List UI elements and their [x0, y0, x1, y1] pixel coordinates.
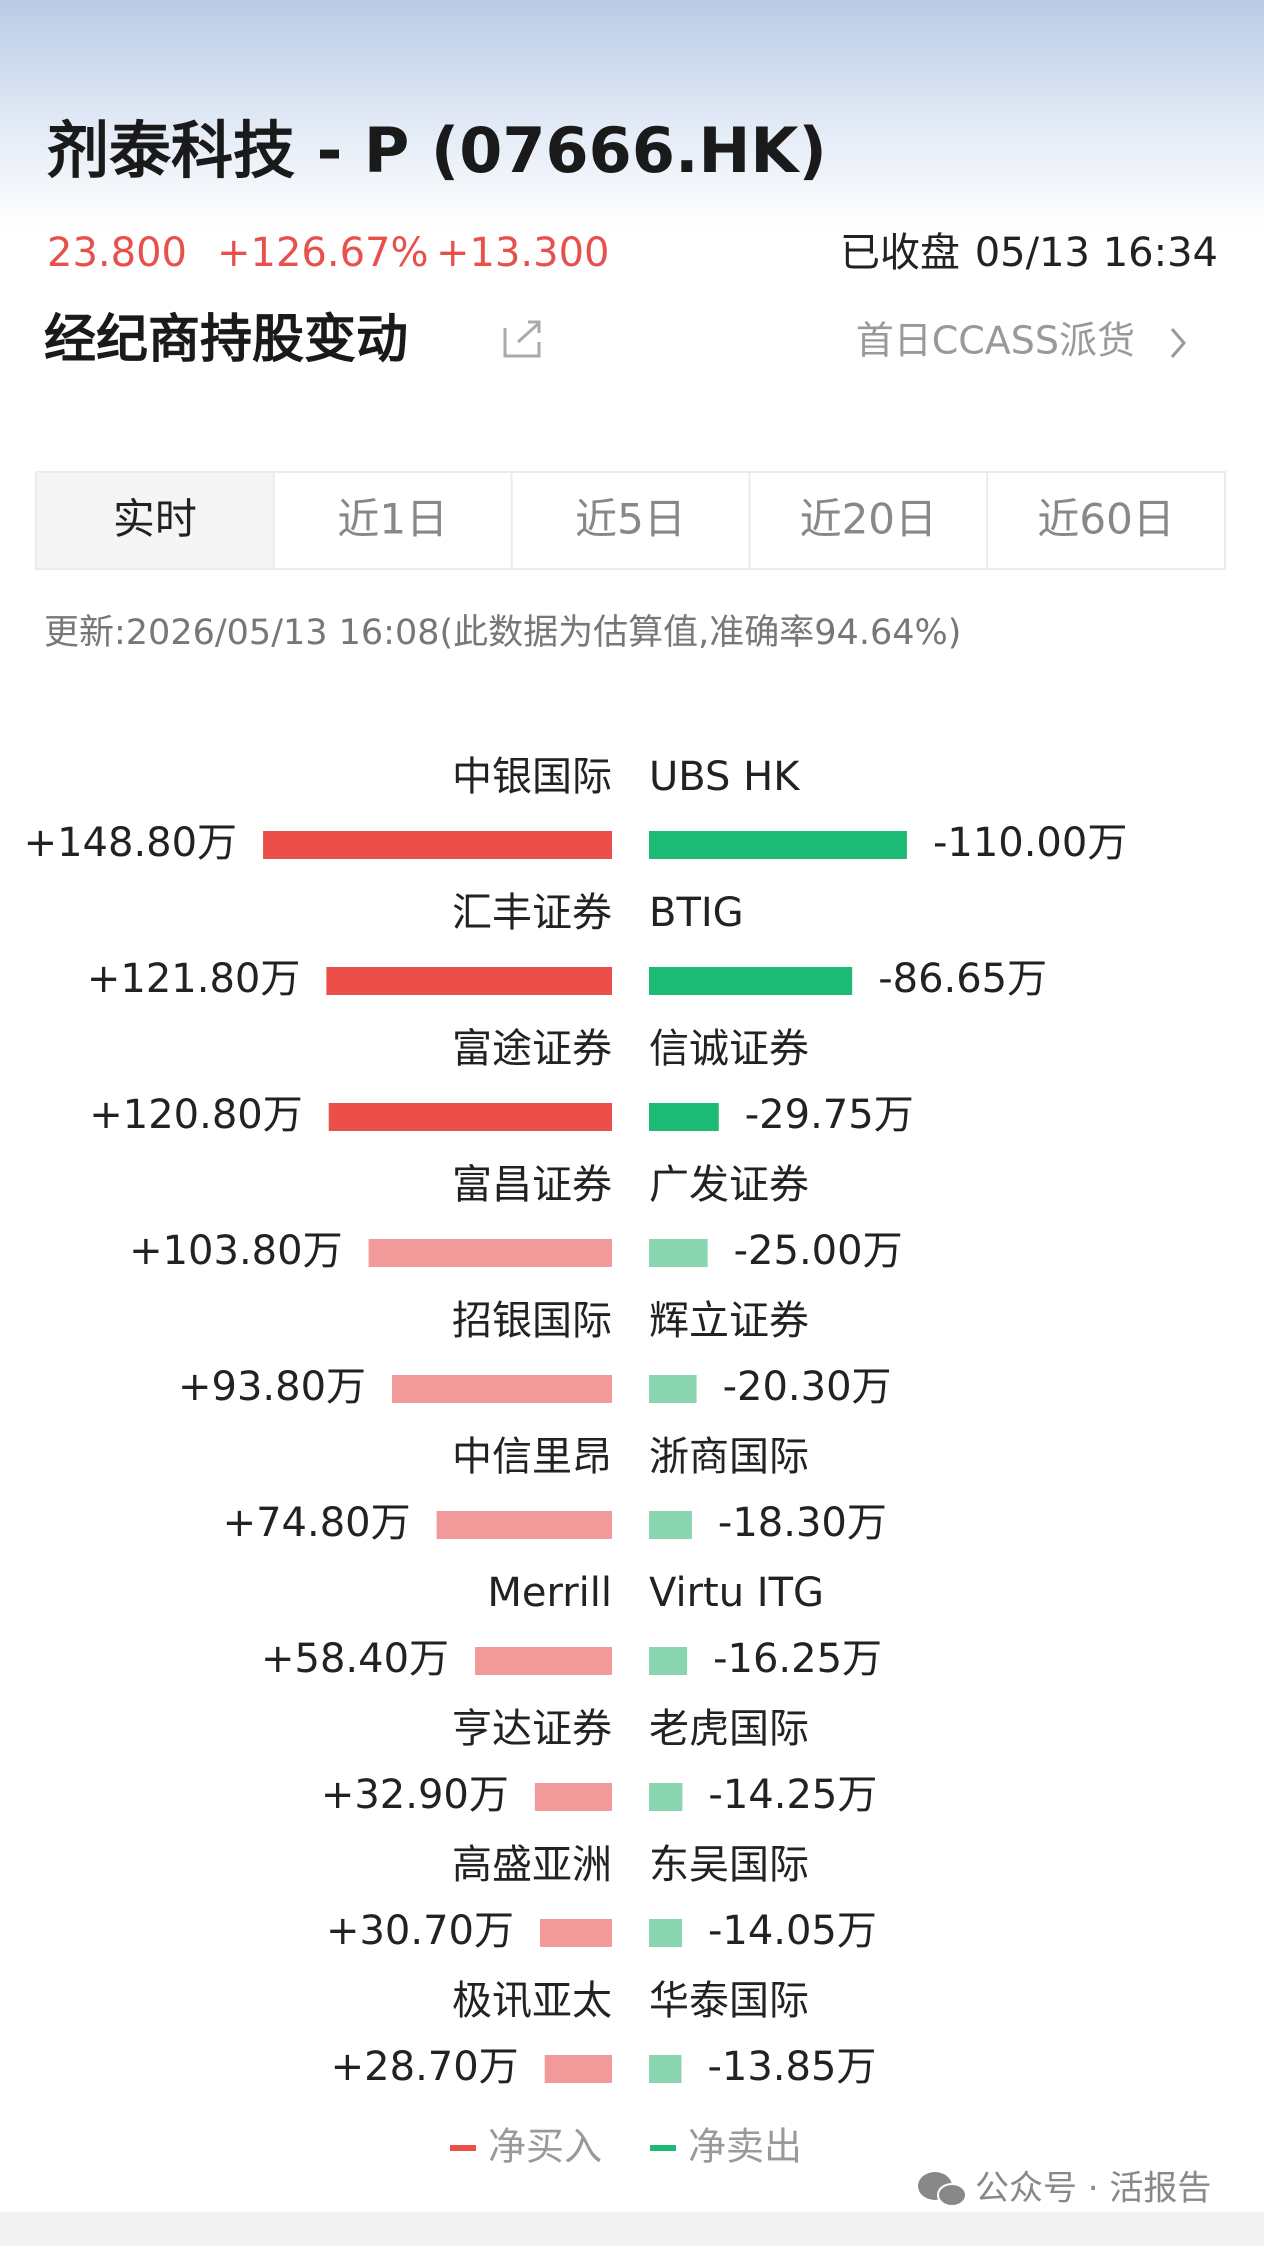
broker-name: 汇丰证券 [452, 890, 612, 936]
bar [649, 1919, 682, 1947]
value-label: -86.65万 [878, 956, 1047, 1002]
legend-label: 净卖出 [688, 2125, 802, 2169]
broker-name: 招银国际 [452, 1298, 612, 1344]
broker-name: 中信里昂 [452, 1434, 612, 1480]
legend-swatch [650, 2145, 676, 2151]
share-icon[interactable] [503, 320, 541, 358]
bar [326, 967, 612, 995]
broker-name: Merrill [487, 1570, 612, 1616]
value-label: -16.25万 [713, 1636, 882, 1682]
broker-name: 中银国际 [452, 754, 612, 800]
bar [649, 1375, 697, 1403]
broker-name: 富途证券 [452, 1026, 612, 1072]
value-label: +74.80万 [223, 1500, 411, 1546]
broker-name: 广发证券 [649, 1162, 809, 1208]
bottom-band [0, 2212, 1264, 2246]
tab[interactable]: 近5日 [575, 495, 686, 544]
update-note: 更新:2026/05/13 16:08(此数据为估算值,准确率94.64%) [44, 613, 961, 653]
value-label: +58.40万 [261, 1636, 449, 1682]
bar [263, 831, 612, 859]
ccass-link[interactable]: 首日CCASS派货 [856, 319, 1135, 363]
bar [649, 1647, 688, 1675]
broker-name: 老虎国际 [649, 1706, 809, 1752]
value-label: +28.70万 [331, 2044, 519, 2090]
section-title: 经纪商持股变动 [44, 310, 408, 370]
value-label: -20.30万 [723, 1364, 892, 1410]
bar [368, 1239, 612, 1267]
value-label: +32.90万 [321, 1772, 509, 1818]
bar [392, 1375, 612, 1403]
broker-name: UBS HK [649, 754, 801, 800]
header-background [0, 0, 1264, 230]
bar [649, 831, 907, 859]
value-label: +103.80万 [129, 1228, 342, 1274]
stock-title: 剂泰科技 - P (07666.HK) [47, 114, 827, 187]
tab-active-bg [37, 473, 274, 568]
wechat-icon [937, 2183, 967, 2207]
bar [544, 2055, 612, 2083]
broker-name: 华泰国际 [649, 1978, 809, 2024]
bar [649, 1783, 683, 1811]
value-label: +93.80万 [178, 1364, 366, 1410]
legend: 净买入 净卖出 [450, 2125, 802, 2169]
value-label: -14.05万 [708, 1908, 877, 1954]
bar [436, 1511, 612, 1539]
value-label: -29.75万 [745, 1092, 914, 1138]
broker-name: 富昌证券 [452, 1162, 612, 1208]
tab-bar: 实时 近1日 近5日 近20日 近60日 [35, 471, 1226, 570]
broker-name: Virtu ITG [649, 1570, 824, 1616]
tab[interactable]: 实时 [113, 495, 197, 544]
bar [649, 1239, 708, 1267]
change-pct: +126.67% [217, 230, 428, 276]
value-label: +120.80万 [89, 1092, 302, 1138]
change: +13.300 [436, 230, 609, 276]
watermark-group: 公众号 · 活报告 [918, 2169, 1211, 2209]
broker-name: BTIG [649, 890, 744, 936]
market-status: 已收盘 [840, 230, 960, 276]
value-label: -18.30万 [718, 1500, 887, 1546]
broker-name: 浙商国际 [649, 1434, 809, 1480]
broker-name: 高盛亚洲 [452, 1842, 612, 1888]
broker-name: 信诚证券 [649, 1026, 809, 1072]
broker-name: 辉立证券 [649, 1298, 809, 1344]
value-label: +30.70万 [326, 1908, 514, 1954]
tab[interactable]: 近20日 [800, 495, 937, 544]
bar [328, 1103, 612, 1131]
bar [649, 1511, 692, 1539]
value-label: -14.25万 [708, 1772, 877, 1818]
broker-name: 极讯亚太 [452, 1978, 612, 2024]
watermark: 公众号 · 活报告 [975, 2169, 1211, 2209]
broker-name: 亨达证券 [452, 1706, 612, 1752]
value-label: -13.85万 [707, 2044, 876, 2090]
tab[interactable]: 近1日 [337, 495, 448, 544]
value-label: +148.80万 [24, 820, 237, 866]
tab[interactable]: 近60日 [1037, 495, 1174, 544]
bar [649, 1103, 719, 1131]
chevron [1170, 328, 1186, 358]
market-time: 05/13 16:34 [975, 230, 1218, 276]
value-label: -110.00万 [933, 820, 1127, 866]
value-label: -25.00万 [734, 1228, 903, 1274]
bar [475, 1647, 612, 1675]
legend-label: 净买入 [488, 2125, 602, 2169]
bar [649, 2055, 682, 2083]
bar [540, 1919, 612, 1947]
legend-swatch [450, 2145, 476, 2151]
bar [534, 1783, 612, 1811]
broker-name: 东吴国际 [649, 1842, 809, 1888]
bar [649, 967, 853, 995]
price: 23.800 [47, 230, 187, 276]
value-label: +121.80万 [87, 956, 300, 1002]
